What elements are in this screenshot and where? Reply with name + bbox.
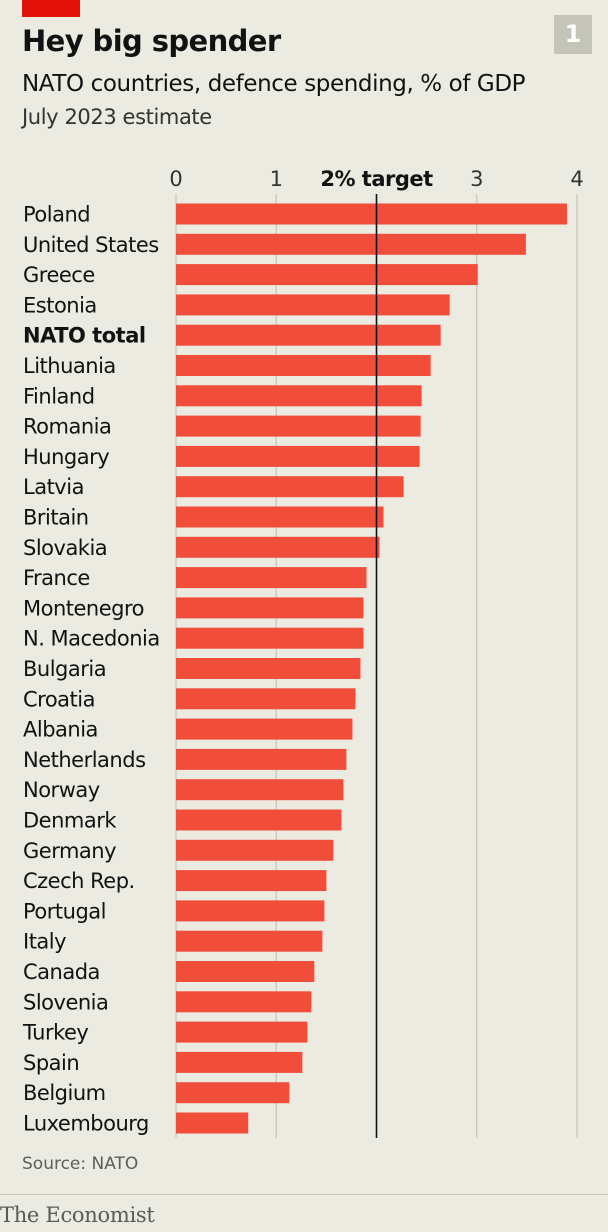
category-label: Bulgaria (23, 657, 106, 681)
category-label: Norway (23, 778, 100, 802)
bar-chart: Poland United States Greece Estonia NATO tot… (22, 167, 584, 1138)
bar-greece (176, 264, 478, 286)
category-label: Hungary (23, 445, 109, 469)
bar-poland (176, 203, 567, 225)
bar-norway (176, 779, 344, 801)
category-label: Italy (23, 930, 66, 954)
bar-finland (176, 385, 422, 407)
bar-estonia (176, 294, 450, 316)
category-label: Finland (23, 384, 95, 408)
category-label: United States (23, 233, 159, 257)
bar-italy (176, 930, 323, 952)
category-label: Canada (23, 960, 100, 984)
category-label: Poland (23, 203, 90, 227)
category-label: Germany (23, 839, 116, 863)
category-label: Slovakia (23, 536, 107, 560)
bar-n-macedonia (176, 627, 364, 649)
x-tick-label: 0 (169, 167, 182, 191)
bar-portugal (176, 900, 325, 922)
category-label: Albania (23, 718, 98, 742)
bar-luxembourg (176, 1112, 249, 1134)
bar-lithuania (176, 355, 431, 376)
bar-britain (176, 506, 384, 528)
category-labels: Poland United States Greece Estonia NATO tot… (22, 203, 160, 1136)
bar-albania (176, 718, 353, 740)
x-tick-label: 4 (570, 167, 583, 191)
bars (176, 203, 567, 1134)
category-label: Luxembourg (23, 1112, 149, 1136)
bar-montenegro (176, 597, 364, 619)
category-label: N. Macedonia (23, 627, 160, 651)
x-axis-ticks: 0 1 2% target 3 4 (169, 167, 583, 191)
category-label: Netherlands (23, 748, 146, 772)
bar-germany (176, 839, 334, 861)
category-label: Belgium (23, 1081, 106, 1105)
bar-slovakia (176, 536, 380, 558)
chart-date-note: July 2023 estimate (22, 105, 212, 129)
bar-croatia (176, 688, 356, 710)
category-label: Portugal (23, 899, 106, 923)
category-label: France (23, 566, 90, 590)
category-label: Czech Rep. (23, 869, 135, 893)
bar-denmark (176, 809, 342, 831)
bar-belgium (176, 1082, 290, 1104)
bar-nato-total (176, 324, 441, 346)
category-label: Estonia (23, 293, 97, 317)
category-label: Slovenia (23, 990, 108, 1014)
x-tick-label: 1 (270, 167, 283, 191)
bar-romania (176, 415, 421, 437)
publisher-logo: The Economist (0, 1203, 155, 1227)
category-label: Montenegro (23, 596, 144, 620)
category-label: Croatia (23, 687, 95, 711)
source-note: Source: NATO (22, 1154, 139, 1174)
chart-subtitle: NATO countries, defence spending, % of G… (22, 71, 526, 97)
category-label: Turkey (22, 1021, 88, 1045)
bar-hungary (176, 445, 420, 467)
x-tick-label: 3 (470, 167, 483, 191)
bar-canada (176, 961, 315, 982)
chart-title: Hey big spender (22, 24, 281, 58)
footer-divider (0, 1194, 608, 1195)
bar-latvia (176, 476, 404, 498)
bar-united-states (176, 233, 526, 255)
bar-bulgaria (176, 658, 361, 679)
brand-accent-tag (22, 0, 80, 17)
bar-slovenia (176, 991, 312, 1013)
bar-spain (176, 1051, 303, 1073)
category-label: NATO total (23, 324, 146, 348)
bar-france (176, 567, 367, 589)
bar-czech-rep (176, 870, 327, 892)
bar-turkey (176, 1021, 308, 1043)
category-label: Denmark (23, 809, 117, 833)
category-label: Britain (23, 506, 89, 530)
bar-netherlands (176, 748, 347, 770)
category-label: Spain (23, 1051, 79, 1075)
category-label: Greece (23, 263, 95, 287)
category-label: Latvia (23, 475, 84, 499)
category-label: Romania (23, 415, 111, 439)
chart-number-badge: 1 (554, 15, 592, 54)
category-label: Lithuania (23, 354, 116, 378)
target-tick-label: 2% target (320, 167, 433, 191)
